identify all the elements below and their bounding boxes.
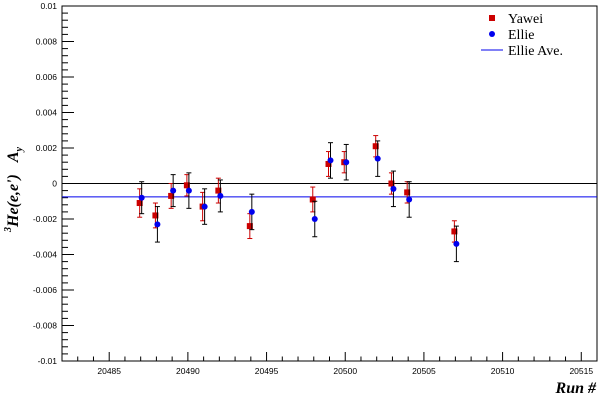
legend: Yawei Ellie Ellie Ave. (481, 12, 563, 59)
y-axis-title-a: A (5, 151, 22, 163)
ellie-marker (453, 240, 460, 247)
yawei-marker (183, 182, 190, 189)
ellie-marker (248, 208, 255, 215)
x-tick-label: 20505 (412, 366, 436, 376)
legend-marker-yawei (489, 15, 495, 21)
legend-label-yawei: Yawei (508, 12, 543, 27)
svg-text:3He(e,e')Ay: 3He(e,e') Ay (3, 146, 25, 233)
ellie-point (217, 179, 224, 213)
ellie-point (311, 200, 318, 238)
y-axis-title-subscript: y (14, 146, 25, 152)
ellie-marker (138, 194, 145, 201)
ellie-marker (185, 187, 192, 194)
ellie-point (374, 140, 381, 177)
x-tick-label: 20510 (491, 366, 515, 376)
y-tick-label: 0.008 (36, 37, 58, 47)
legend-label-ellie-ave: Ellie Ave. (508, 44, 563, 59)
ellie-point (406, 181, 413, 218)
ellie-point (138, 181, 145, 215)
y-tick-label: -0.01 (38, 356, 58, 366)
ellie-marker (201, 203, 208, 210)
x-tick-label: 20495 (255, 366, 279, 376)
y-tick-label: -0.004 (33, 250, 57, 260)
ellie-marker (327, 157, 334, 164)
y-tick-label: 0.01 (40, 1, 57, 11)
x-axis-title: Run # (555, 380, 597, 397)
y-tick-label: 0 (52, 179, 57, 189)
yawei-marker (215, 187, 222, 194)
y-tick-label: 0.004 (36, 108, 58, 118)
yawei-marker (152, 212, 159, 219)
ellie-point (170, 174, 177, 208)
axis-ticks: 20485 20490 20495 20500 20505 20510 20515 -0.01… (33, 1, 598, 376)
ellie-marker (374, 155, 381, 162)
y-tick-label: -0.002 (33, 214, 57, 224)
ellie-point (343, 143, 350, 181)
y-axis-title-main: He(e,e') (5, 174, 22, 228)
yawei-point (136, 188, 143, 218)
yawei-marker (309, 196, 316, 203)
reference-lines (62, 183, 597, 198)
y-tick-label: 0.002 (36, 143, 58, 153)
yawei-marker (325, 160, 332, 167)
ellie-point (390, 170, 397, 208)
y-tick-label: -0.008 (33, 321, 57, 331)
ellie-point (248, 193, 255, 231)
ellie-marker (390, 185, 397, 192)
ellie-marker (311, 216, 318, 222)
ellie-point (185, 172, 192, 209)
y-tick-label: -0.006 (33, 285, 57, 295)
y-tick-label: 0.006 (36, 72, 58, 82)
y-axis-title: 3He(e,e') Ay (3, 146, 25, 233)
legend-marker-ellie (489, 31, 495, 37)
ellie-marker (406, 196, 413, 203)
data-points (136, 135, 460, 263)
yawei-marker (388, 180, 395, 187)
ellie-point (154, 206, 161, 243)
yawei-marker (451, 228, 458, 235)
x-tick-label: 20500 (333, 366, 357, 376)
yawei-marker (372, 143, 379, 150)
x-tick-label: 20515 (569, 366, 593, 376)
ellie-marker (343, 159, 350, 166)
ellie-marker (217, 192, 224, 199)
ellie-point (453, 225, 460, 263)
x-tick-label: 20490 (176, 366, 200, 376)
yawei-marker (246, 223, 253, 230)
yawei-marker (168, 192, 175, 199)
yawei-marker (404, 189, 411, 196)
legend-label-ellie: Ellie (508, 28, 534, 43)
ellie-marker (170, 187, 177, 194)
y-axis-title-superscript: 3 (3, 227, 14, 233)
ellie-point (327, 142, 334, 179)
ellie-marker (154, 221, 161, 228)
ellie-point (201, 188, 208, 225)
yawei-marker (136, 200, 143, 207)
x-tick-label: 20485 (97, 366, 121, 376)
